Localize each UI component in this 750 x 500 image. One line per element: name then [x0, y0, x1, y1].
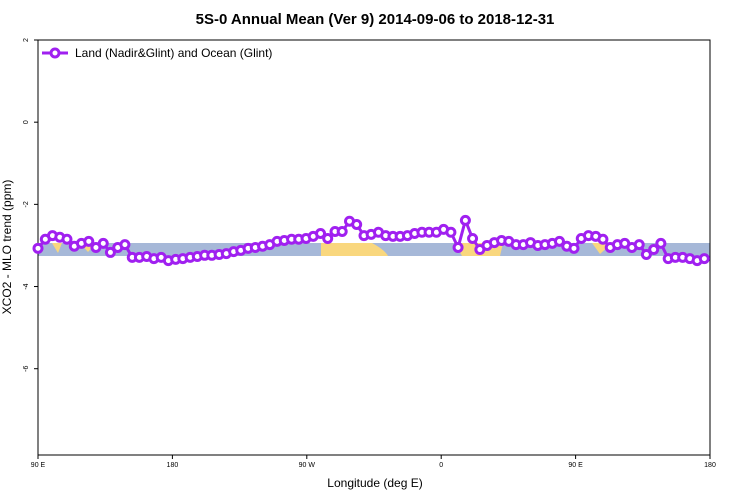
point — [32, 242, 44, 254]
point — [633, 239, 645, 251]
point — [61, 233, 73, 245]
x-tick-label: 90 E — [568, 462, 583, 469]
land-patch — [321, 243, 388, 256]
y-axis-label: XCO2 - MLO trend (ppm) — [0, 180, 14, 315]
land-patch — [52, 243, 62, 253]
chart-title: 5S-0 Annual Mean (Ver 9) 2014-09-06 to 2… — [196, 11, 555, 28]
point — [459, 214, 471, 226]
point — [553, 235, 565, 247]
legend-label: Land (Nadir&Glint) and Ocean (Glint) — [75, 46, 272, 60]
point — [97, 237, 109, 249]
y-tick-label: -4 — [23, 283, 30, 289]
x-tick-label: 180 — [167, 462, 179, 469]
point — [315, 228, 327, 240]
point — [648, 244, 660, 256]
y-tick-label: -2 — [23, 201, 30, 207]
point — [322, 232, 334, 244]
y-tick-label: -6 — [23, 365, 30, 371]
x-tick-label: 90 W — [299, 462, 316, 469]
point — [568, 242, 580, 254]
point — [119, 239, 131, 251]
x-tick-label: 90 E — [31, 462, 46, 469]
point — [83, 235, 95, 247]
point — [336, 225, 348, 237]
point — [104, 246, 116, 258]
x-axis-label: Longitude (deg E) — [327, 476, 422, 490]
point — [351, 218, 363, 230]
point — [467, 232, 479, 244]
y-tick-label: 0 — [23, 120, 30, 124]
point — [452, 242, 464, 253]
x-tick-label: 0 — [439, 462, 443, 469]
y-tick-label: 2 — [23, 38, 30, 42]
point — [597, 233, 609, 245]
point — [698, 253, 710, 265]
x-tick-label: 180 — [704, 462, 716, 469]
point — [655, 237, 667, 249]
legend-marker — [49, 47, 61, 59]
point — [640, 248, 652, 260]
point — [445, 226, 457, 238]
